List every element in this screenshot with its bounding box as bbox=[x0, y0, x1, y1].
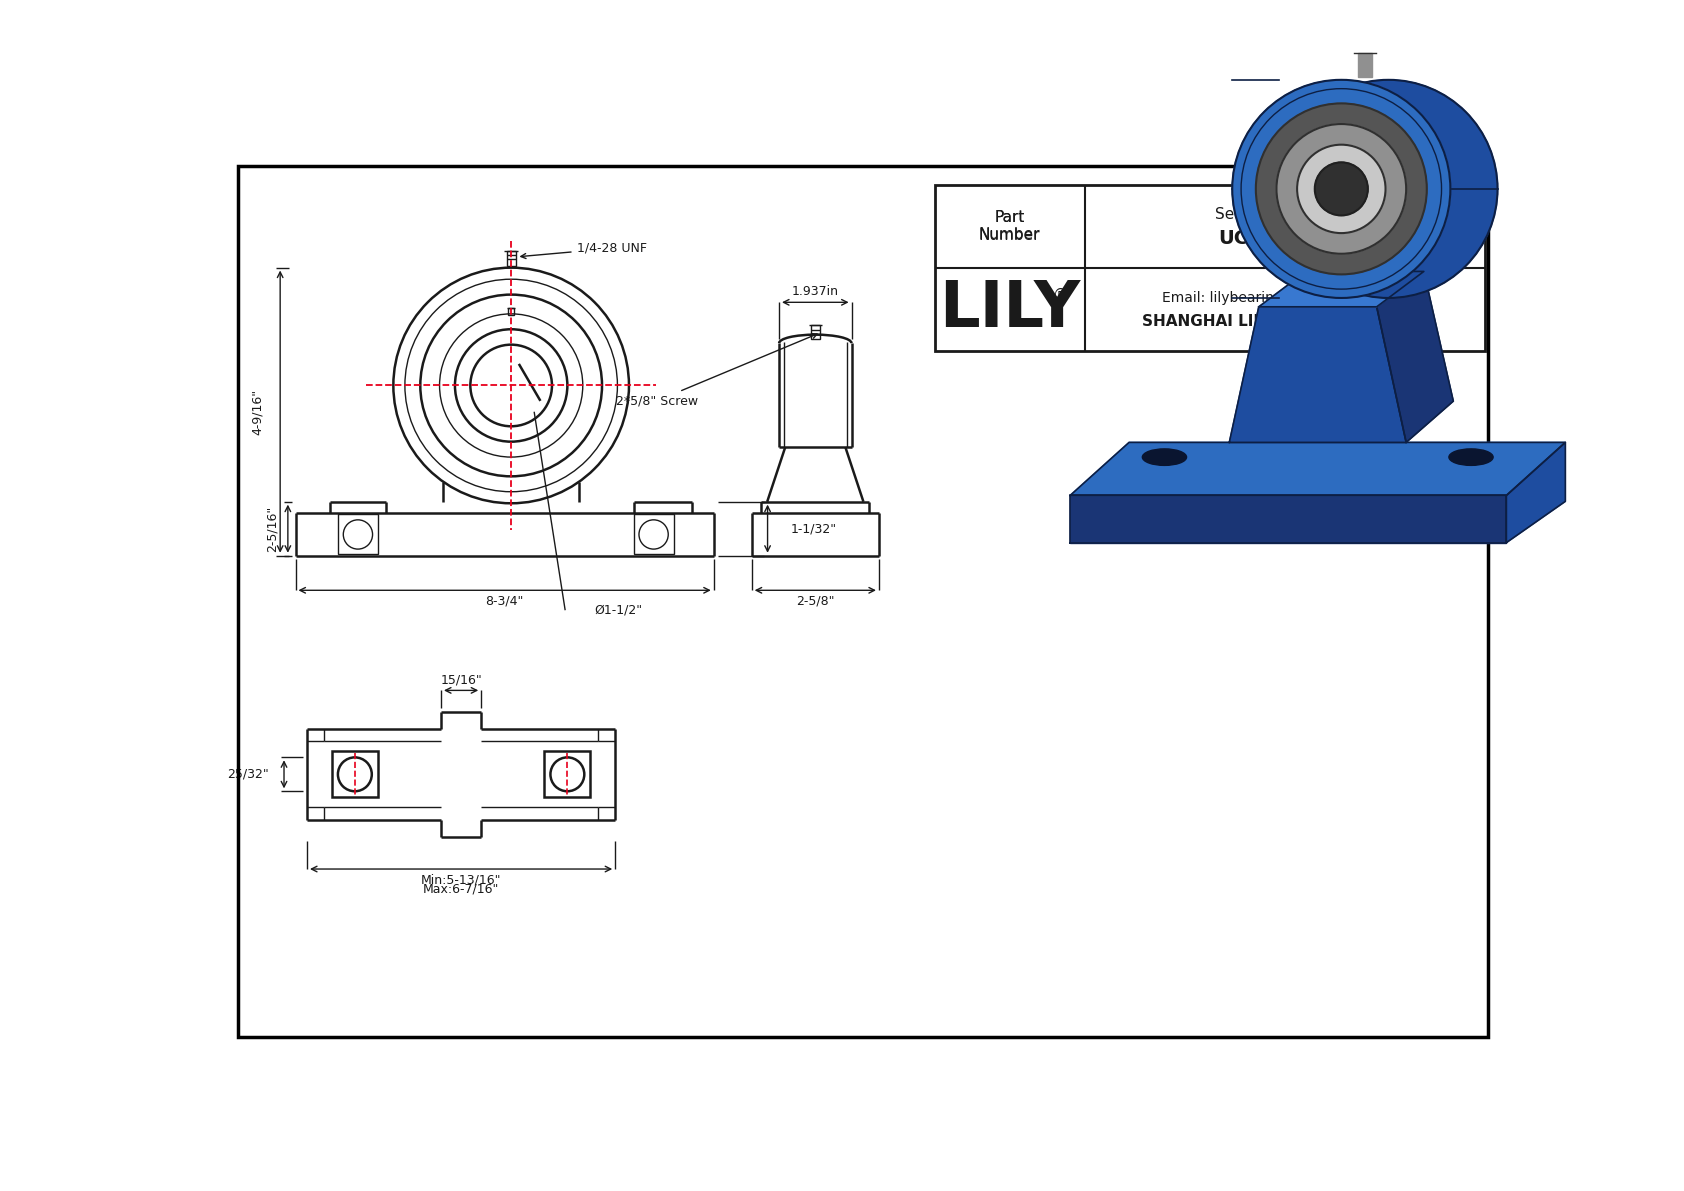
Polygon shape bbox=[1378, 272, 1453, 442]
Circle shape bbox=[1276, 124, 1406, 254]
Text: LILY: LILY bbox=[938, 279, 1079, 341]
Bar bbox=[935, 186, 1485, 351]
Text: Part
Number: Part Number bbox=[978, 210, 1041, 242]
Ellipse shape bbox=[1142, 449, 1187, 466]
Text: Min:5-13/16": Min:5-13/16" bbox=[421, 873, 502, 886]
Text: Ø1-1/2": Ø1-1/2" bbox=[594, 603, 642, 616]
Circle shape bbox=[1233, 80, 1450, 298]
Ellipse shape bbox=[1280, 80, 1497, 298]
Text: Email: lilybearing@lily-bearing.com: Email: lilybearing@lily-bearing.com bbox=[1162, 292, 1408, 305]
Circle shape bbox=[1297, 144, 1386, 233]
Polygon shape bbox=[1258, 272, 1425, 307]
Text: 1.937in: 1.937in bbox=[791, 285, 839, 298]
Text: 25/32": 25/32" bbox=[227, 768, 269, 781]
Circle shape bbox=[1256, 104, 1426, 274]
Bar bbox=[507, 251, 515, 266]
Text: Part
Number: Part Number bbox=[978, 211, 1041, 243]
Bar bbox=[338, 515, 377, 555]
Bar bbox=[509, 307, 514, 316]
Text: 2-5/8": 2-5/8" bbox=[797, 594, 835, 607]
Bar bbox=[633, 515, 674, 555]
Text: ®: ® bbox=[1052, 288, 1068, 303]
Text: 1-1/32": 1-1/32" bbox=[791, 522, 837, 535]
Text: Set Screw Locking: Set Screw Locking bbox=[1216, 207, 1356, 223]
Polygon shape bbox=[1229, 307, 1406, 442]
Bar bbox=[1357, 54, 1372, 77]
Ellipse shape bbox=[1448, 449, 1494, 466]
Bar bbox=[812, 325, 820, 339]
Circle shape bbox=[1315, 162, 1367, 216]
Text: 8-3/4": 8-3/4" bbox=[485, 594, 524, 607]
Text: 4-9/16": 4-9/16" bbox=[251, 388, 264, 435]
Polygon shape bbox=[1507, 442, 1566, 543]
Polygon shape bbox=[1069, 495, 1507, 543]
Bar bbox=[544, 752, 591, 798]
Text: Max:6-7/16": Max:6-7/16" bbox=[423, 883, 498, 896]
Text: 2*5/8" Screw: 2*5/8" Screw bbox=[616, 333, 817, 407]
Text: 1/4-28 UNF: 1/4-28 UNF bbox=[520, 242, 647, 258]
Text: 2-5/16": 2-5/16" bbox=[266, 505, 280, 551]
Bar bbox=[332, 752, 377, 798]
Polygon shape bbox=[1069, 442, 1566, 495]
Text: UCEP208-24: UCEP208-24 bbox=[1218, 229, 1352, 248]
Text: 15/16": 15/16" bbox=[440, 673, 482, 686]
Text: SHANGHAI LILY BEARING LIMITED: SHANGHAI LILY BEARING LIMITED bbox=[1142, 314, 1428, 329]
